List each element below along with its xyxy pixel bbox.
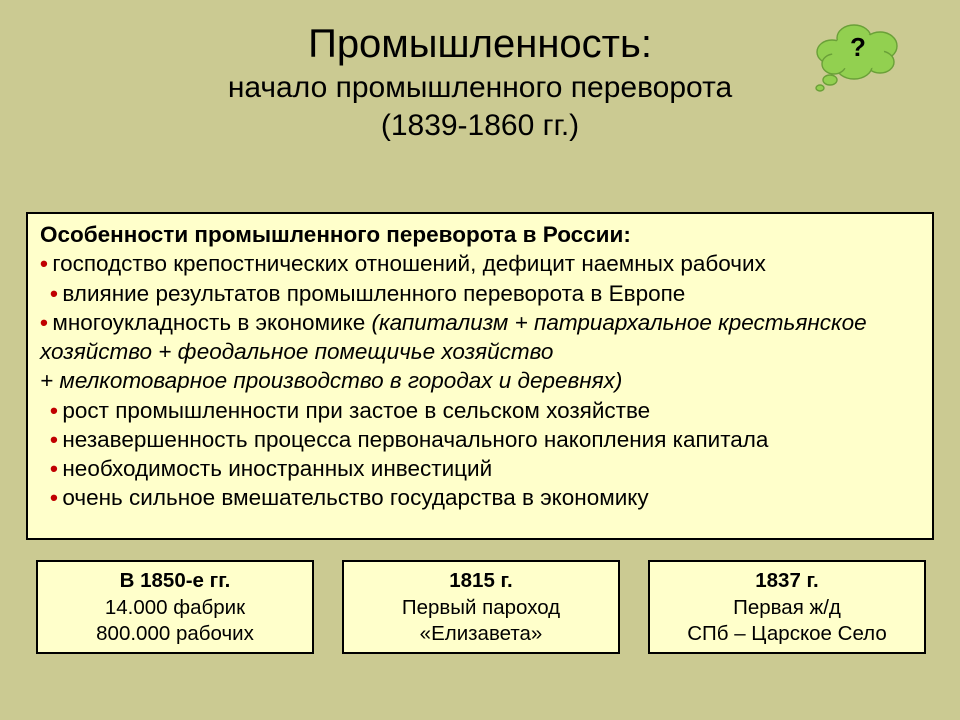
fact-box: 1837 г. Первая ж/д СПб – Царское Село [648,560,926,654]
feature-text: очень сильное вмешательство государства … [62,485,648,510]
fact-line: Первая ж/д [650,595,924,622]
features-heading: Особенности промышленного переворота в Р… [40,220,922,249]
feature-text: рост промышленности при застое в сельско… [62,398,650,423]
facts-row: В 1850-е гг. 14.000 фабрик 800.000 рабоч… [36,560,936,654]
subtitle-line-1: начало промышленного переворота [228,71,732,104]
fact-line: Первый пароход [344,595,618,622]
fact-line: СПб – Царское Село [650,621,924,648]
thought-question-mark: ? [814,32,902,63]
fact-box: 1815 г. Первый пароход «Елизавета» [342,560,620,654]
features-list: господство крепостнических отношений, де… [40,249,922,512]
feature-text: господство крепостнических отношений, де… [52,251,765,276]
fact-head: 1815 г. [344,568,618,595]
feature-item: незавершенность процесса первоначального… [40,425,922,454]
feature-item: рост промышленности при застое в сельско… [40,396,922,425]
thought-bubble: ? [814,22,902,76]
fact-line: 800.000 рабочих [38,621,312,648]
feature-item: влияние результатов промышленного перево… [40,279,922,308]
feature-item: необходимость иностранных инвестиций [40,454,922,483]
fact-head: В 1850-е гг. [38,568,312,595]
feature-item: очень сильное вмешательство государства … [40,483,922,512]
feature-text: влияние результатов промышленного перево… [62,281,685,306]
subtitle-line-2: (1839-1860 гг.) [381,109,579,142]
feature-item: многоукладность в экономике (капитализм … [40,308,922,396]
feature-text: необходимость иностранных инвестиций [62,456,492,481]
features-box: Особенности промышленного переворота в Р… [26,212,934,540]
fact-box: В 1850-е гг. 14.000 фабрик 800.000 рабоч… [36,560,314,654]
fact-line: «Елизавета» [344,621,618,648]
fact-line: 14.000 фабрик [38,595,312,622]
feature-text: многоукладность в экономике [52,310,365,335]
fact-head: 1837 г. [650,568,924,595]
feature-item: господство крепостнических отношений, де… [40,249,922,278]
feature-text-italic: + мелкотоварное производство в городах и… [40,368,622,393]
feature-text: незавершенность процесса первоначального… [62,427,768,452]
